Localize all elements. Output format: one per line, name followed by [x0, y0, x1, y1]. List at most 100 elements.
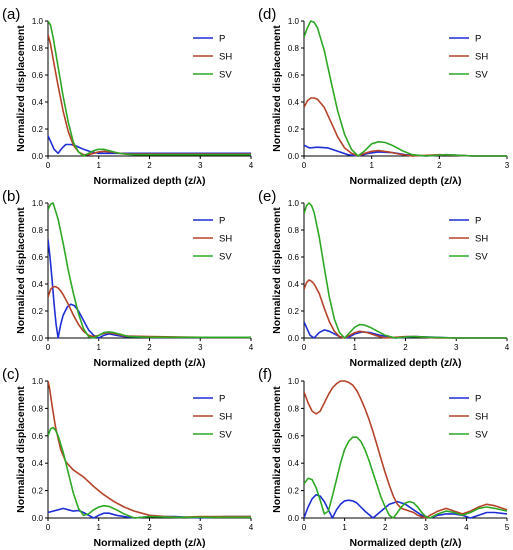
- y-tick-label: 1.0: [32, 377, 44, 386]
- y-tick-label: 0.6: [32, 253, 44, 262]
- x-axis-title: Normalized depth (z/λ): [93, 175, 205, 187]
- y-tick-label: 1.0: [32, 17, 44, 26]
- legend-label-sv: SV: [219, 252, 232, 263]
- legend-label-p: P: [219, 34, 225, 45]
- x-axis-title: Normalized depth (z/λ): [93, 537, 205, 549]
- y-tick-label: 1.0: [288, 199, 300, 208]
- legend-label-sh: SH: [219, 412, 232, 423]
- chart-panel: 0.0 0.2 0.4 0.6 0.8 1.0 0 1 2 3 4 Normalized depth …: [258, 188, 510, 369]
- x-tick-label: 0: [302, 343, 307, 352]
- x-axis-title: Normalized depth (z/λ): [349, 537, 461, 549]
- chart-panel: 0.0 0.2 0.4 0.6 0.8 1.0 0 1 2 3 4 Normalized depth …: [2, 188, 254, 369]
- x-tick-label: 4: [505, 343, 510, 352]
- chart-panel: 0.0 0.2 0.4 0.6 0.8 1.0 0 1 2 3 4 Normalized depth …: [2, 366, 254, 549]
- y-axis-title: Normalized displacement: [15, 207, 27, 334]
- series-line-p: [304, 493, 508, 519]
- series-line-sv: [304, 20, 507, 157]
- y-tick-label: 1.0: [32, 199, 44, 208]
- y-tick-label: 0.0: [32, 152, 44, 161]
- panel-label: (c): [2, 366, 20, 383]
- x-tick-label: 2: [147, 161, 152, 170]
- x-tick-label: 0: [46, 523, 51, 532]
- legend-label-sv: SV: [475, 70, 488, 81]
- x-tick-label: 3: [198, 161, 203, 170]
- y-tick-label: 0.8: [32, 44, 44, 53]
- legend-label-p: P: [475, 34, 481, 45]
- y-tick-label: 0.0: [288, 514, 300, 523]
- y-axis-title: Normalized displacement: [15, 386, 27, 513]
- legend-label-p: P: [475, 216, 481, 227]
- chart-panel: 0.0 0.2 0.4 0.6 0.8 1.0 0 1 2 3 Normalized depth (…: [258, 6, 510, 187]
- x-axis-title: Normalized depth (z/λ): [349, 175, 461, 187]
- x-tick-label: 4: [464, 523, 469, 532]
- x-tick-label: 4: [249, 523, 254, 532]
- x-tick-label: 1: [342, 523, 347, 532]
- x-tick-label: 4: [249, 343, 254, 352]
- y-tick-label: 1.0: [288, 17, 300, 26]
- y-tick-label: 0.2: [32, 307, 44, 316]
- legend-label-sh: SH: [475, 234, 488, 245]
- x-tick-label: 0: [302, 523, 307, 532]
- x-tick-label: 3: [454, 343, 459, 352]
- y-tick-label: 0.0: [288, 152, 300, 161]
- x-axis-title: Normalized depth (z/λ): [93, 357, 205, 369]
- y-tick-label: 0.6: [288, 71, 300, 80]
- legend-label-sh: SH: [219, 234, 232, 245]
- series-line-sh: [304, 97, 507, 157]
- x-tick-label: 0: [302, 161, 307, 170]
- series-line-sh: [304, 279, 507, 339]
- x-tick-label: 3: [198, 343, 203, 352]
- y-tick-label: 0.6: [32, 432, 44, 441]
- x-tick-label: 2: [383, 523, 388, 532]
- y-tick-label: 0.4: [32, 98, 44, 107]
- y-tick-label: 0.8: [32, 404, 44, 413]
- y-tick-label: 0.8: [288, 404, 300, 413]
- x-axis-title: Normalized depth (z/λ): [349, 357, 461, 369]
- y-axis-title: Normalized displacement: [271, 386, 283, 513]
- x-tick-label: 1: [97, 161, 102, 170]
- y-tick-label: 0.2: [288, 307, 300, 316]
- y-tick-label: 0.4: [288, 459, 300, 468]
- y-tick-label: 0.2: [32, 125, 44, 134]
- legend-label-sv: SV: [219, 70, 232, 81]
- panel-label: (b): [2, 188, 20, 205]
- x-tick-label: 2: [437, 161, 442, 170]
- y-tick-label: 0.0: [32, 334, 44, 343]
- legend-label-p: P: [219, 216, 225, 227]
- y-tick-label: 0.4: [32, 459, 44, 468]
- chart-panel: 0.0 0.2 0.4 0.6 0.8 1.0 0 1 2 3 4 5 Normalized depth…: [258, 366, 510, 549]
- series-line-sv: [48, 202, 251, 339]
- y-axis-title: Normalized displacement: [271, 25, 283, 152]
- x-tick-label: 2: [147, 343, 152, 352]
- series-line-sv: [304, 436, 508, 519]
- legend-label-sv: SV: [475, 252, 488, 263]
- legend-label-sh: SH: [475, 412, 488, 423]
- y-axis-title: Normalized displacement: [271, 207, 283, 334]
- y-tick-label: 0.6: [288, 432, 300, 441]
- x-tick-label: 1: [369, 161, 374, 170]
- x-tick-label: 0: [46, 161, 51, 170]
- y-tick-label: 0.8: [288, 44, 300, 53]
- x-tick-label: 2: [147, 523, 152, 532]
- x-tick-label: 4: [249, 161, 254, 170]
- y-tick-label: 0.8: [32, 226, 44, 235]
- series-line-sv: [48, 426, 251, 519]
- panel-label: (d): [258, 6, 276, 23]
- x-tick-label: 2: [403, 343, 408, 352]
- y-tick-label: 0.0: [288, 334, 300, 343]
- y-tick-label: 0.6: [288, 253, 300, 262]
- x-tick-label: 1: [353, 343, 358, 352]
- series-line-sh: [304, 380, 508, 519]
- legend-label-p: P: [219, 394, 225, 405]
- y-tick-label: 0.0: [32, 514, 44, 523]
- chart-panel: 0.0 0.2 0.4 0.6 0.8 1.0 0 1 2 3 4 Normalized depth …: [2, 6, 254, 187]
- series-line-sv: [304, 202, 507, 339]
- x-tick-label: 3: [505, 161, 510, 170]
- x-tick-label: 1: [97, 343, 102, 352]
- legend-label-p: P: [475, 394, 481, 405]
- x-tick-label: 3: [424, 523, 429, 532]
- y-axis-title: Normalized displacement: [15, 25, 27, 152]
- y-tick-label: 1.0: [288, 377, 300, 386]
- x-tick-label: 5: [505, 523, 510, 532]
